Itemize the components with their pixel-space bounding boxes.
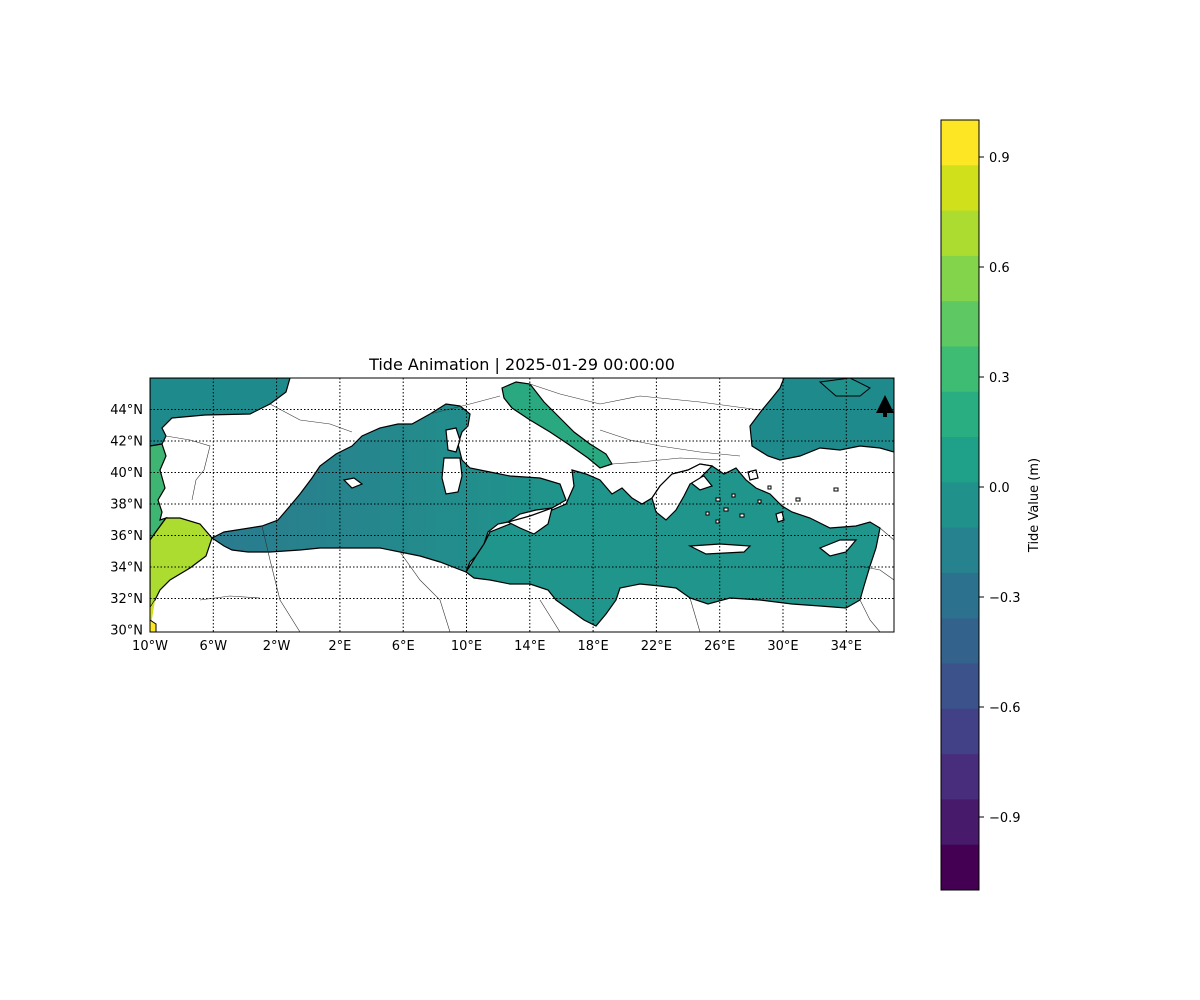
- colorbar-tick: 0.6: [989, 261, 1010, 276]
- colorbar-band: [941, 573, 979, 619]
- colorbar-band: [941, 346, 979, 392]
- colorbar-band: [941, 754, 979, 800]
- lat-tick: 34°N: [110, 561, 143, 576]
- lat-tick: 40°N: [110, 466, 143, 481]
- lat-tick: 32°N: [110, 592, 143, 607]
- colorbar-band: [941, 211, 979, 257]
- colorbar-band: [941, 256, 979, 302]
- colorbar-tick: 0.3: [989, 371, 1010, 386]
- colorbar-band: [941, 120, 979, 166]
- colorbar-band: [941, 845, 979, 891]
- colorbar-band: [941, 301, 979, 347]
- map-title: Tide Animation | 2025-01-29 00:00:00: [368, 355, 675, 374]
- colorbar-tick: 0.0: [989, 481, 1010, 496]
- lat-tick: 42°N: [110, 435, 143, 450]
- colorbar-band: [941, 709, 979, 755]
- colorbar-tick: −0.9: [989, 811, 1021, 826]
- lon-tick: 6°E: [392, 639, 415, 654]
- lat-tick: 36°N: [110, 529, 143, 544]
- colorbar-tick: 0.9: [989, 151, 1010, 166]
- colorbar-band: [941, 165, 979, 211]
- lon-tick: 30°E: [767, 639, 798, 654]
- lon-tick: 18°E: [577, 639, 608, 654]
- colorbar-band: [941, 618, 979, 664]
- lon-tick: 6°W: [199, 639, 227, 654]
- colorbar-levels: [941, 120, 979, 891]
- lat-tick: 38°N: [110, 498, 143, 513]
- lat-tick: 30°N: [110, 624, 143, 639]
- colorbar: 0.9 0.6 0.3 0.0 −0.3 −0.6 −0.9 Tide Valu…: [941, 120, 1042, 891]
- island-sardinia: [442, 458, 462, 494]
- colorbar-tick: −0.6: [989, 701, 1021, 716]
- lon-tick: 26°E: [704, 639, 735, 654]
- lon-tick: 2°W: [263, 639, 291, 654]
- lon-tick: 34°E: [831, 639, 862, 654]
- island-lesbos: [748, 470, 758, 480]
- lon-tick: 10°W: [132, 639, 168, 654]
- colorbar-band: [941, 437, 979, 483]
- colorbar-ticks: [979, 157, 984, 817]
- lon-tick: 14°E: [514, 639, 545, 654]
- colorbar-band: [941, 664, 979, 710]
- lon-tick: 10°E: [451, 639, 482, 654]
- lon-tick: 22°E: [641, 639, 672, 654]
- colorbar-band: [941, 482, 979, 528]
- lon-tick: 2°E: [328, 639, 351, 654]
- lat-tick-labels: 44°N 42°N 40°N 38°N 36°N 34°N 32°N 30°N: [110, 403, 143, 639]
- colorbar-band: [941, 528, 979, 574]
- colorbar-band: [941, 799, 979, 845]
- map-panel: [150, 378, 894, 632]
- lat-tick: 44°N: [110, 403, 143, 418]
- lon-tick-labels: 10°W 6°W 2°W 2°E 6°E 10°E 14°E 18°E 22°E…: [132, 639, 862, 654]
- colorbar-tick: −0.3: [989, 591, 1021, 606]
- colorbar-label: Tide Value (m): [1027, 458, 1042, 553]
- island-rhodes: [776, 512, 784, 522]
- colorbar-band: [941, 392, 979, 438]
